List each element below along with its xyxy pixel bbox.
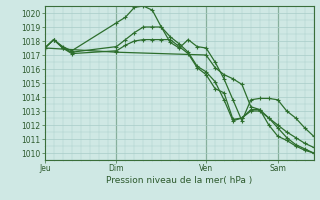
X-axis label: Pression niveau de la mer( hPa ): Pression niveau de la mer( hPa ) [106,176,252,185]
